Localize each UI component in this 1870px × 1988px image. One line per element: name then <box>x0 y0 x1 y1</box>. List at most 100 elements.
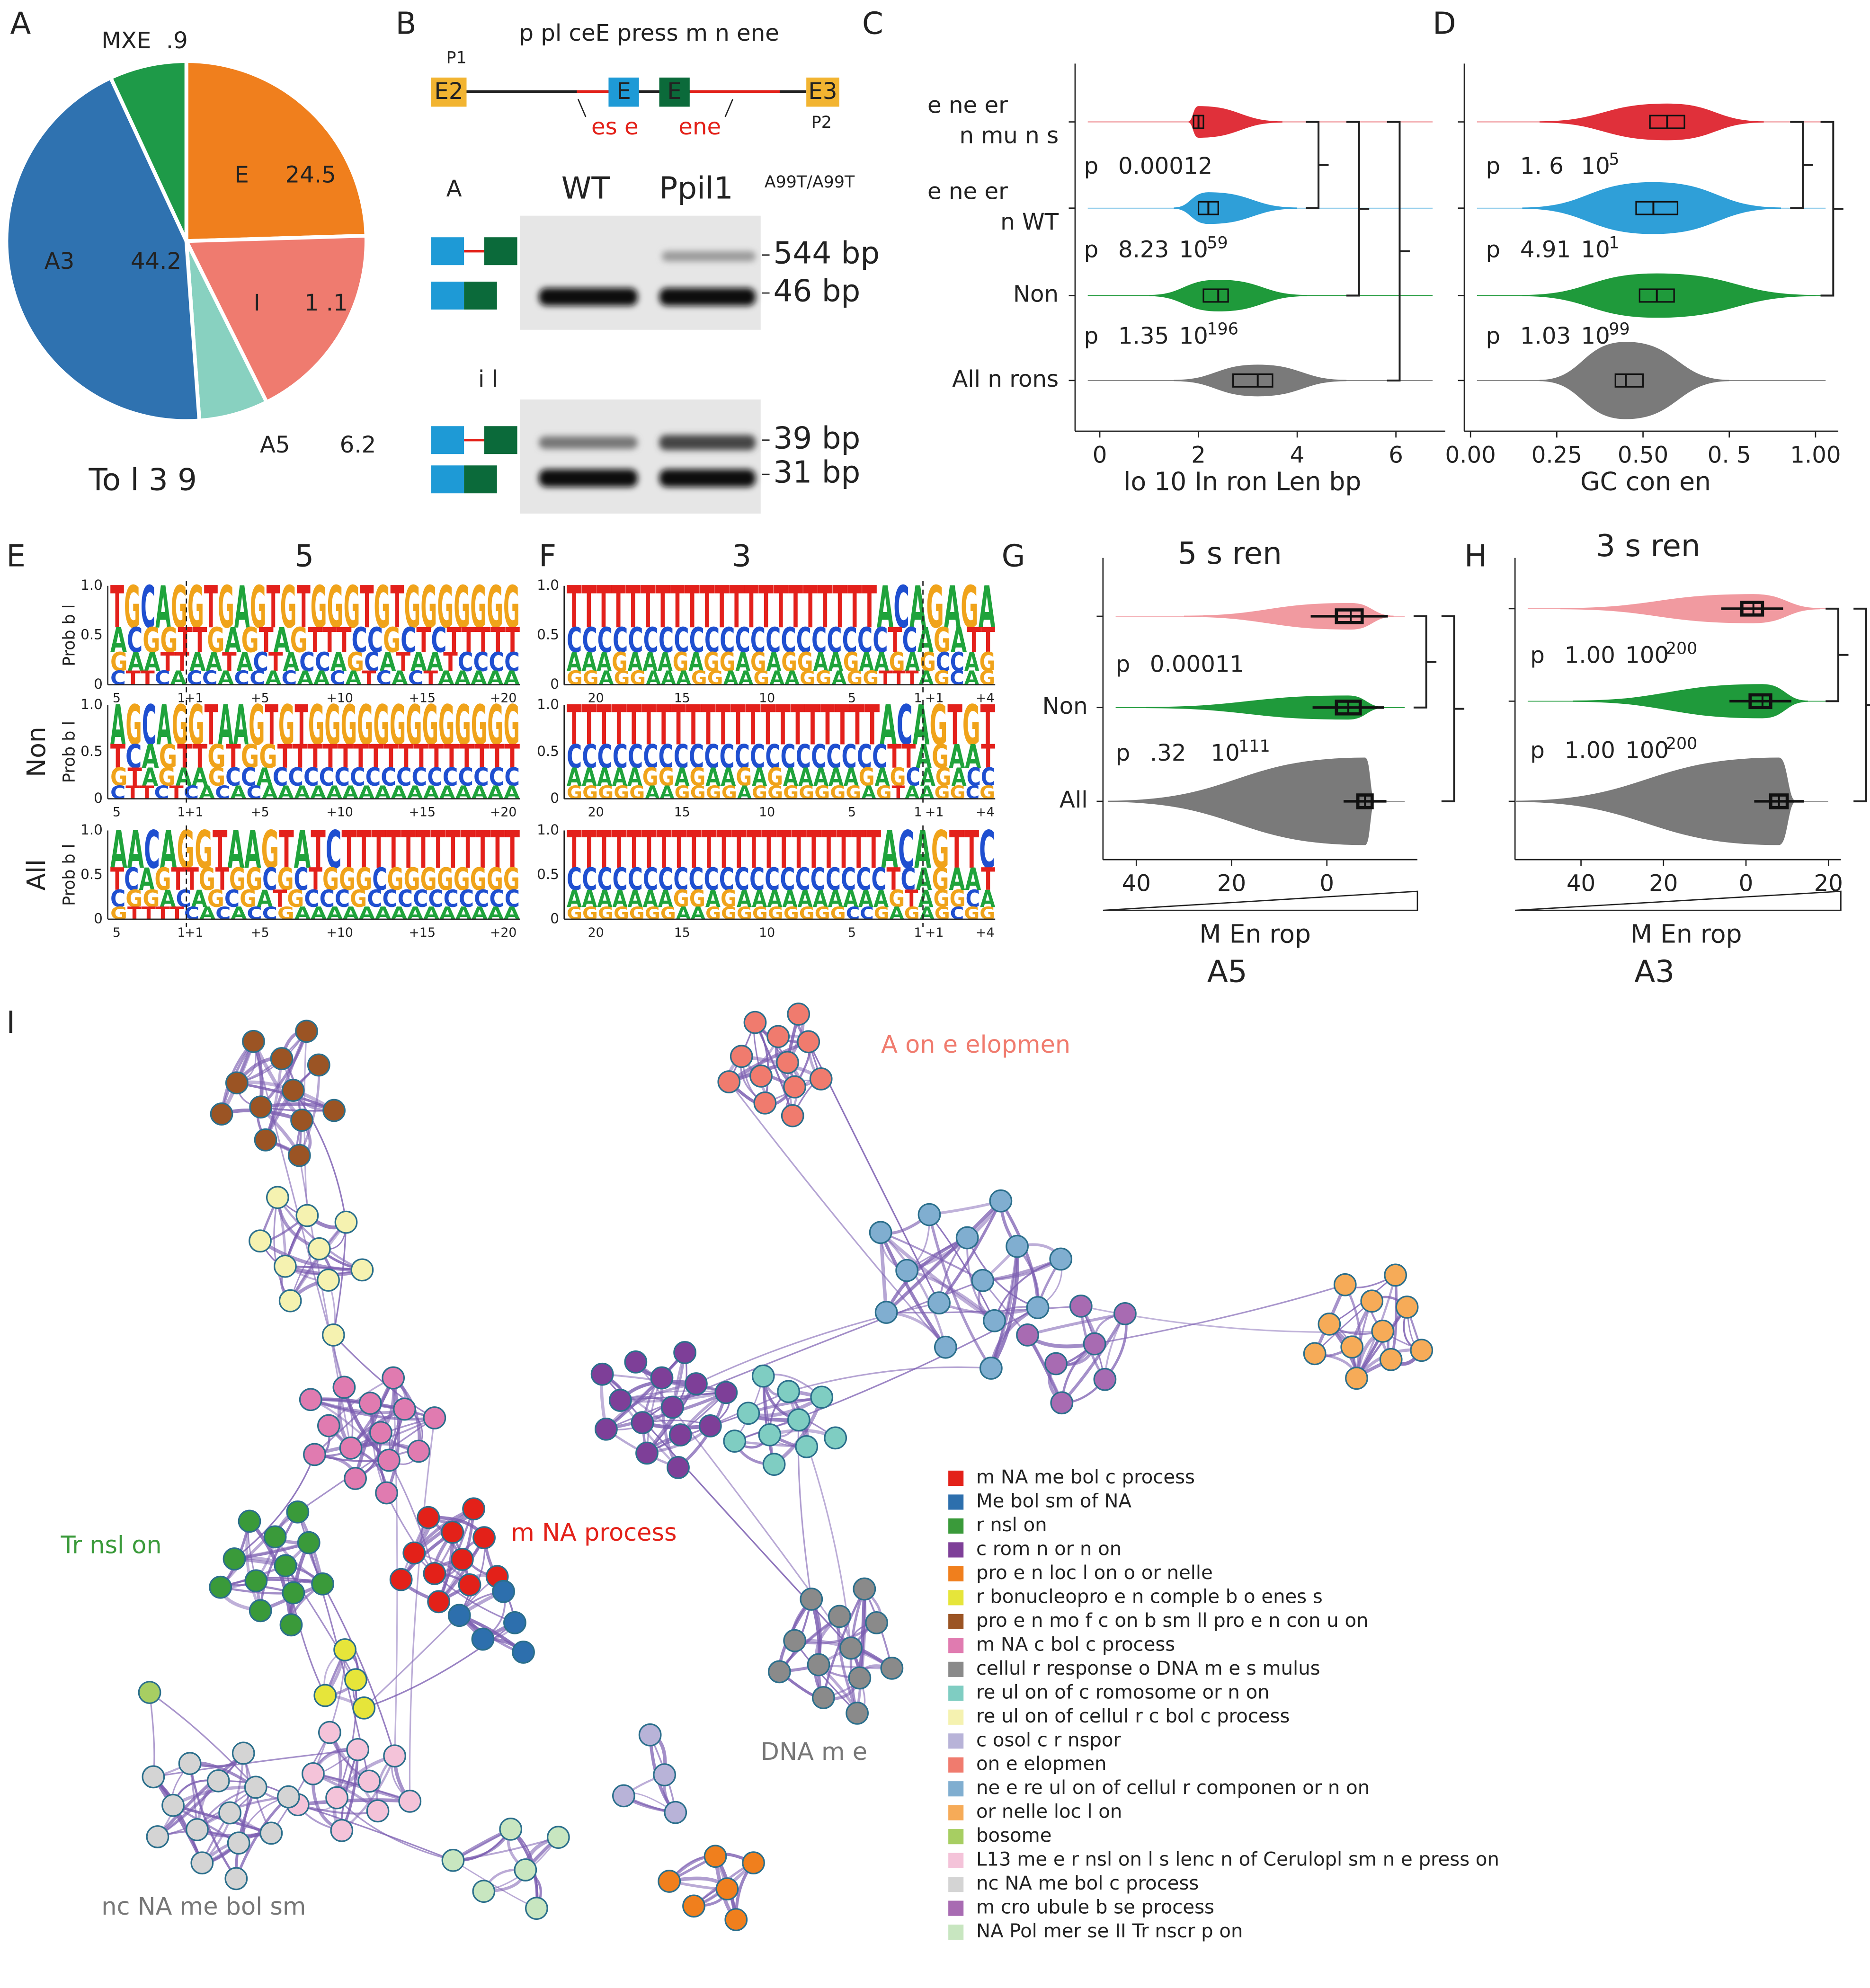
logo-row: TCAGTTGTGGTTTTTTTTTTTTTTTT <box>110 738 520 776</box>
network-node <box>1340 1335 1364 1359</box>
network-node <box>334 1210 358 1234</box>
bracket <box>1790 121 1813 209</box>
legend-label: re ul on of cellul r c bol c process <box>976 1705 1290 1727</box>
network-node <box>742 1851 765 1874</box>
legend-swatch <box>948 1661 964 1677</box>
logo-row: TTTTTTTTTTTTTTTTTTTTTACAGTTC <box>567 819 995 880</box>
gel-label: A <box>446 176 462 202</box>
x-tick-label: 2 <box>1191 442 1206 469</box>
p-value: 99 <box>1609 320 1630 339</box>
logo-row: TTTTTTTTTTTTTTTTTTTTTACAGTGT <box>567 694 995 758</box>
network-node <box>667 1456 690 1479</box>
logo-row: TCAGTTGTGGCGCTGGGCGGGGGGGG <box>110 862 520 897</box>
network-node <box>333 1638 356 1661</box>
x-axis-title: GC con en <box>1580 466 1711 496</box>
panel-label: F <box>539 538 556 574</box>
network-node <box>295 1020 318 1043</box>
network-node <box>650 1366 674 1390</box>
network-node <box>664 1801 687 1824</box>
logo-row: CGGACAGCGATGCCCGCCCCCCCCCC <box>110 885 520 913</box>
bracket <box>1306 121 1329 209</box>
logo-y-tick: 0 <box>550 910 559 926</box>
legend-swatch <box>948 1877 964 1892</box>
network-node <box>638 1723 662 1747</box>
logo-x-tick: +5 <box>250 691 269 706</box>
network-node <box>865 1611 888 1634</box>
logo-x-tick: +15 <box>409 805 436 820</box>
network-node <box>880 1656 904 1680</box>
logo-row: AGCAGGTAAGTGTGGGGGGGGGGGGG <box>110 694 520 758</box>
network-node <box>377 1448 401 1472</box>
network-node <box>824 1426 847 1450</box>
box <box>1335 608 1364 624</box>
logo-y-tick: 0 <box>94 790 103 806</box>
network-node <box>441 1848 465 1872</box>
network-node <box>767 1660 791 1684</box>
p-value: 10 <box>1211 740 1239 766</box>
network-node <box>758 1423 782 1447</box>
pie-slice <box>184 240 269 423</box>
network-node <box>612 1784 635 1808</box>
p-value: 100 <box>1625 737 1669 764</box>
p-value: 10 <box>1179 237 1208 263</box>
logo-x-tick: 5 <box>113 691 121 706</box>
network-node <box>447 1604 471 1627</box>
network-node <box>423 1406 446 1429</box>
p-value: 10 <box>1581 153 1610 179</box>
network-edge <box>310 1398 435 1421</box>
network-node <box>1049 1247 1073 1271</box>
network-node <box>209 1575 232 1599</box>
network-node <box>846 1702 869 1725</box>
cluster-label: A on e elopmen <box>881 1030 1070 1058</box>
box <box>1614 373 1644 388</box>
cluster-label: m NA process <box>511 1518 677 1546</box>
primer-label: P2 <box>811 113 832 132</box>
network-node <box>743 1011 767 1034</box>
legend-swatch <box>948 1757 964 1773</box>
panel-label: G <box>1002 538 1025 574</box>
network-node <box>458 1573 481 1597</box>
network-edge <box>392 1377 398 1756</box>
p-value: p <box>1084 237 1099 263</box>
p-value: 1.00 <box>1565 642 1615 669</box>
network-node <box>848 1666 872 1690</box>
network-node <box>698 1414 722 1438</box>
chart-title: 3 s ren <box>1596 528 1701 564</box>
network-node <box>927 1291 951 1314</box>
panel-label: A <box>10 6 31 42</box>
network-edge <box>886 1305 1081 1314</box>
gradient-triangle <box>1103 890 1418 911</box>
network-node <box>717 1070 741 1093</box>
network-node <box>313 1684 337 1707</box>
network-node <box>352 1696 376 1720</box>
network-node <box>297 1531 321 1554</box>
p-value: 4.91 <box>1520 237 1571 263</box>
logo-x-tick: 1 <box>914 691 922 706</box>
logo-x-tick: 10 <box>759 925 775 940</box>
logo-x-tick: 1 <box>177 925 185 940</box>
network-node <box>724 1908 748 1931</box>
p-value: 111 <box>1238 737 1270 756</box>
legend-label: Me bol sm of NA <box>976 1490 1131 1512</box>
network-node <box>685 1372 708 1395</box>
network-edge <box>312 1650 346 1775</box>
network-node <box>417 1506 440 1529</box>
network-edge <box>938 1200 1002 1304</box>
network-node <box>290 1109 313 1132</box>
legend-label: m NA me bol c process <box>976 1466 1195 1488</box>
p-value: .32 <box>1150 740 1186 766</box>
logo-x-tick: 20 <box>588 691 604 706</box>
x-tick-label: 1.00 <box>1790 442 1841 469</box>
logo-side-label: All <box>21 859 51 890</box>
x-tick-label: 6 <box>1389 442 1403 469</box>
violin <box>1539 342 1729 419</box>
network-node <box>295 1204 319 1227</box>
network-node <box>980 1357 1003 1380</box>
network-node <box>286 1500 310 1524</box>
legend-swatch <box>948 1470 964 1486</box>
x-tick-label: 20 <box>1217 870 1246 897</box>
logo-y-tick: 0 <box>550 676 559 692</box>
network-node <box>318 1721 341 1744</box>
violin <box>1522 273 1816 318</box>
slice-label: A3 <box>45 248 75 275</box>
